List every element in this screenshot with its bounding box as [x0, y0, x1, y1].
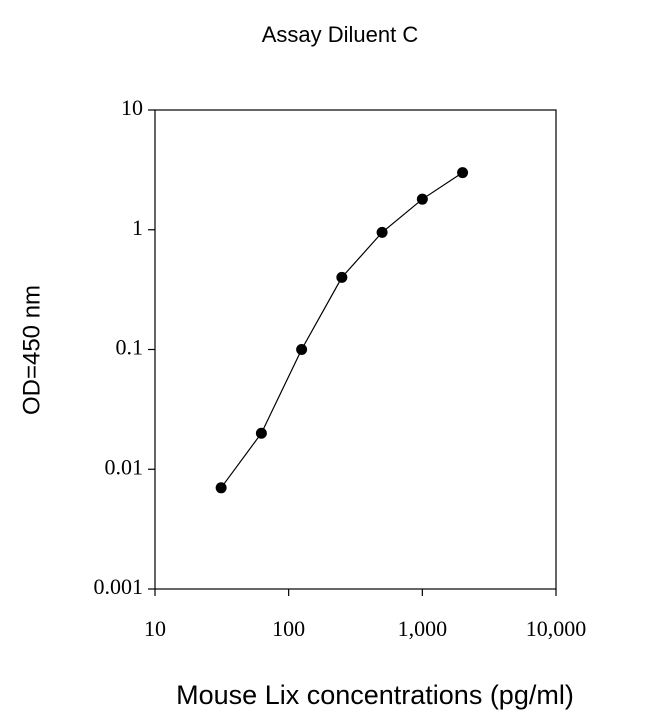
x-axis-label: Mouse Lix concentrations (pg/ml)	[176, 680, 574, 710]
x-tick-label: 1,000	[398, 616, 448, 641]
data-point	[416, 193, 428, 205]
chart-title: Assay Diluent C	[262, 22, 419, 47]
data-point	[255, 427, 267, 439]
data-point	[215, 482, 227, 494]
y-tick-label: 0.01	[105, 454, 144, 479]
data-line	[220, 172, 463, 489]
y-tick-label: 0.001	[94, 574, 144, 599]
y-tick-label: 0.1	[116, 335, 144, 360]
x-tick-label: 10	[144, 616, 166, 641]
x-tick-label: 10,000	[526, 616, 587, 641]
plot-frame	[154, 109, 557, 590]
y-tick-label: 1	[132, 215, 143, 240]
data-point	[457, 167, 469, 179]
y-tick-label: 10	[121, 95, 143, 120]
y-axis-label: OD=450 nm	[18, 285, 45, 415]
data-point	[376, 226, 388, 238]
x-tick-label: 100	[272, 616, 305, 641]
data-point	[296, 344, 308, 355]
data-point	[336, 271, 348, 283]
